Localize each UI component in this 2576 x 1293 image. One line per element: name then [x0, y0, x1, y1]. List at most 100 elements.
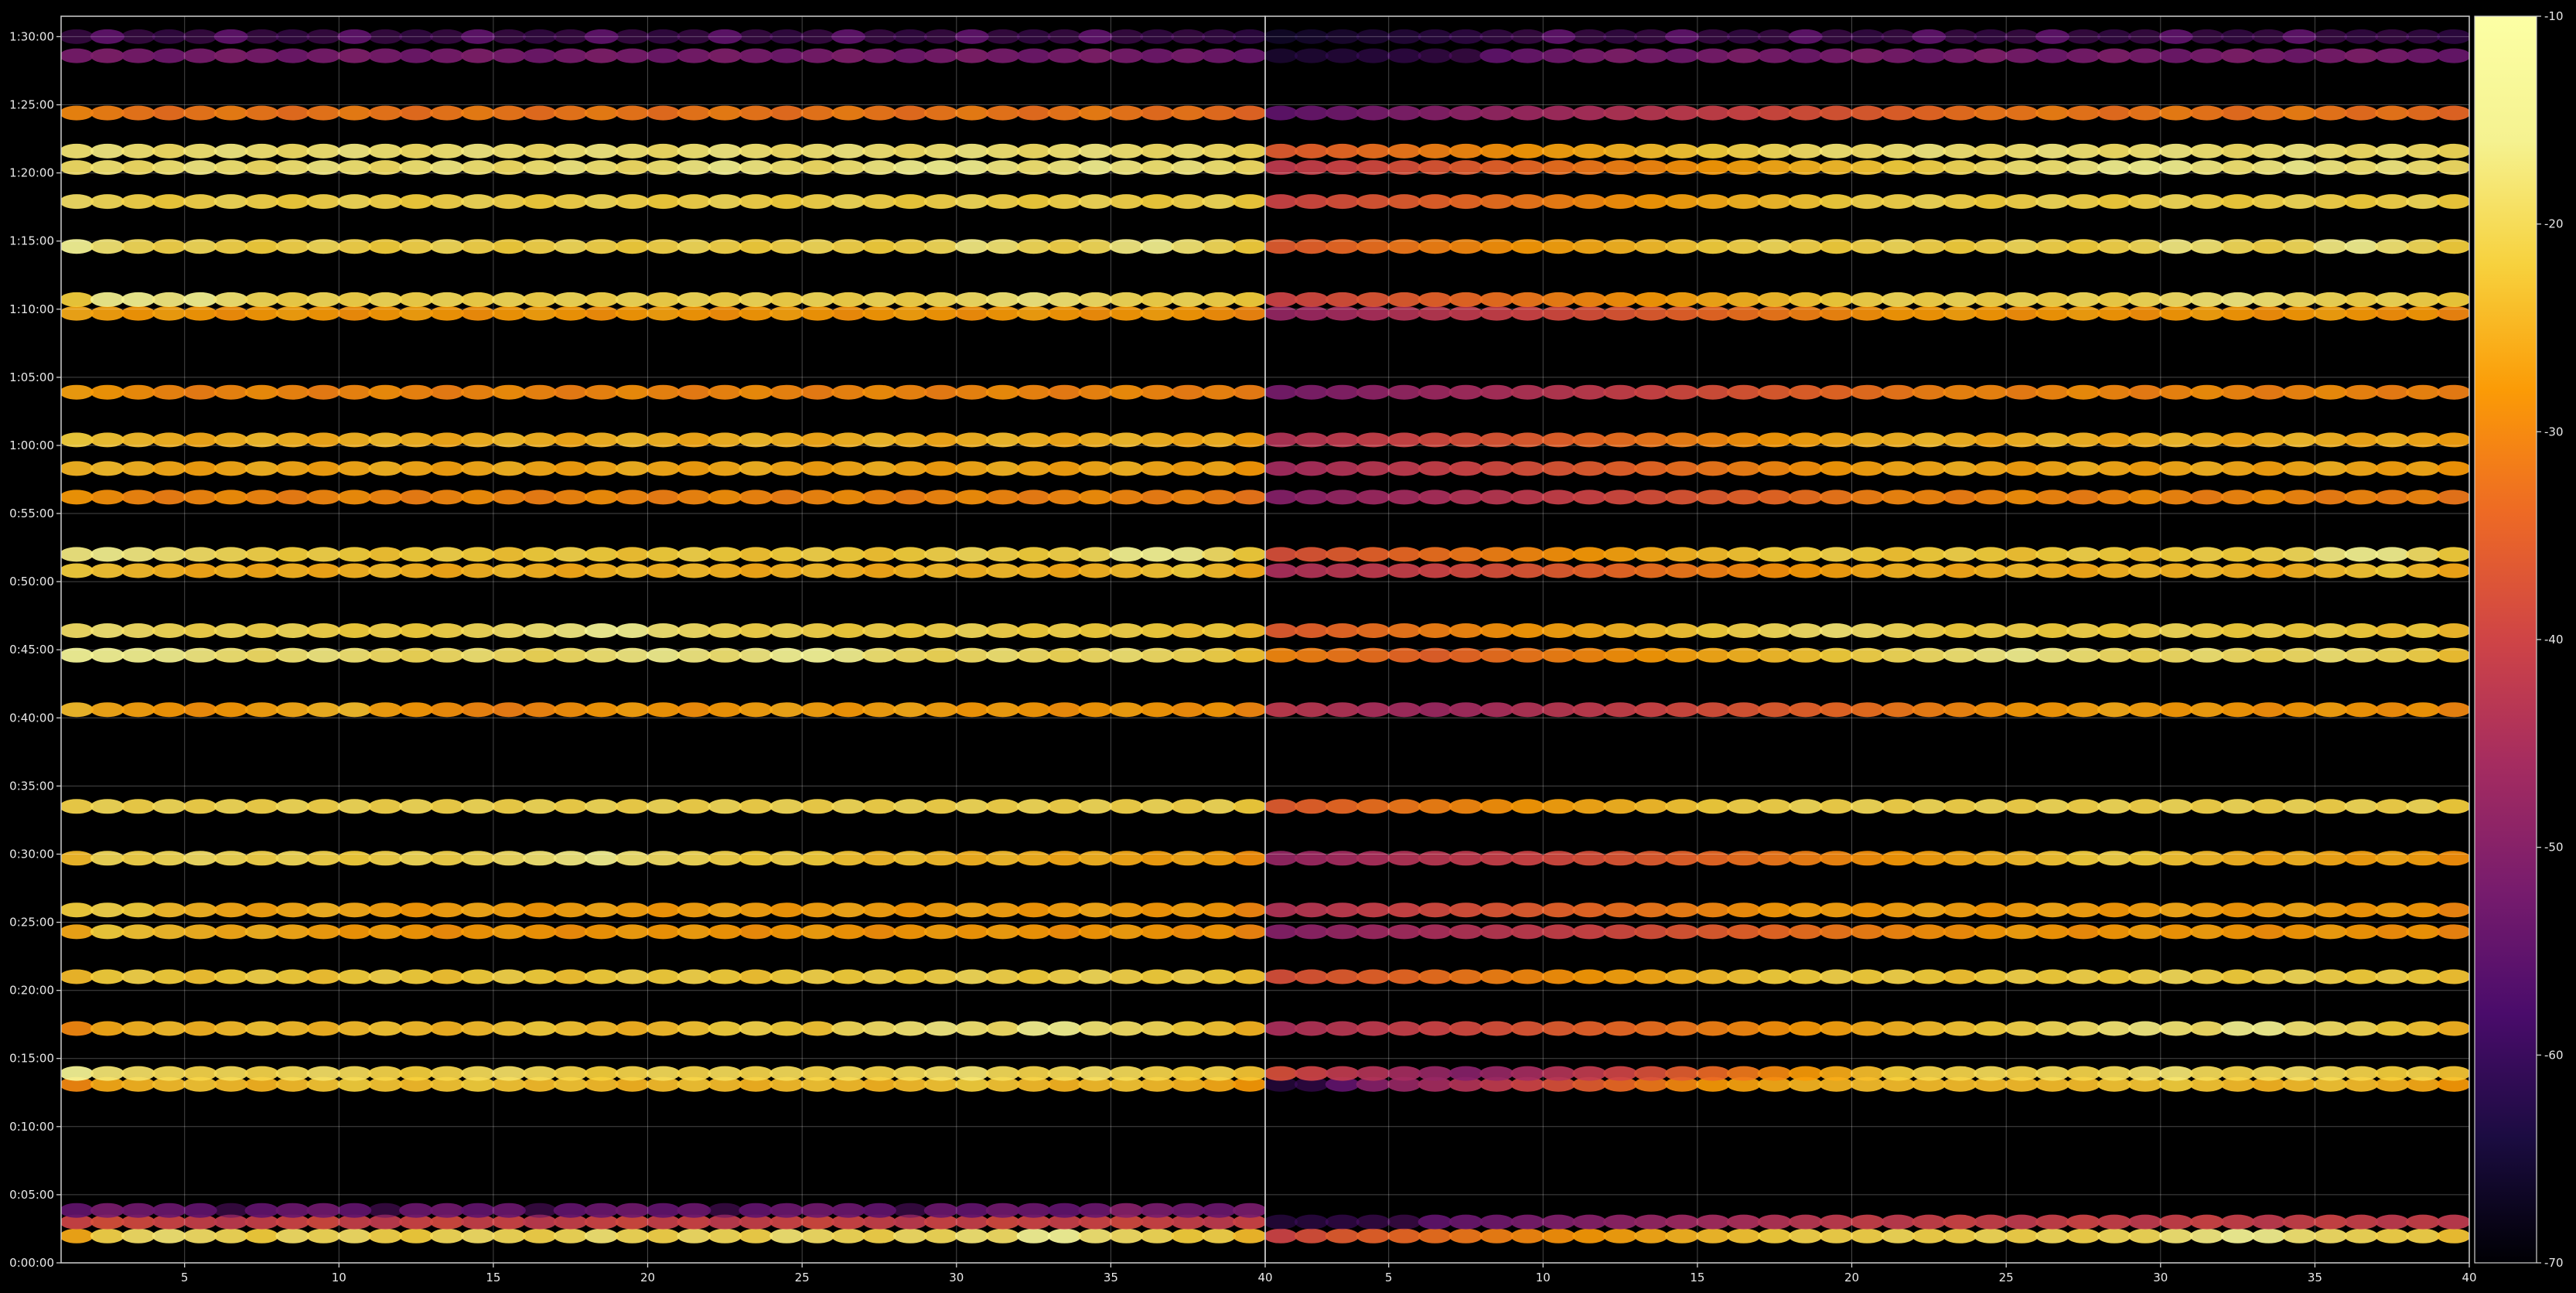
heat-mark	[1140, 1203, 1175, 1218]
heat-mark	[461, 239, 495, 254]
heat-mark	[1078, 1214, 1113, 1230]
heat-mark	[275, 490, 310, 505]
heat-mark	[1140, 902, 1175, 918]
heat-mark	[553, 1076, 588, 1092]
heat-mark	[90, 160, 125, 176]
heat-mark	[1850, 647, 1885, 663]
heat-mark	[892, 194, 927, 210]
heat-mark	[399, 292, 434, 307]
heat-mark	[677, 1076, 711, 1092]
heat-mark	[862, 194, 896, 210]
heat-mark	[1356, 563, 1390, 578]
heat-mark	[1757, 1076, 1792, 1092]
heat-mark	[2127, 305, 2162, 321]
heat-mark	[337, 799, 372, 814]
heat-mark	[1695, 1021, 1730, 1036]
heat-mark	[1974, 461, 2008, 476]
heat-mark	[522, 623, 557, 638]
heat-mark	[2035, 305, 2069, 321]
heat-mark	[2066, 1021, 2100, 1036]
heat-mark	[152, 48, 186, 63]
heat-mark	[1109, 292, 1144, 307]
heat-mark	[2097, 461, 2131, 476]
heat-mark	[1757, 194, 1792, 210]
heat-mark	[2437, 799, 2469, 814]
heat-mark	[708, 969, 742, 984]
heat-mark	[461, 490, 495, 505]
heat-mark	[399, 384, 434, 400]
heat-mark	[461, 1214, 495, 1230]
heat-mark	[2406, 623, 2441, 638]
heat-mark	[2005, 1214, 2039, 1230]
heat-mark	[306, 799, 341, 814]
heat-mark	[61, 48, 94, 63]
y-tick-label: 0:50:00	[9, 575, 54, 589]
heat-mark	[677, 105, 711, 121]
heat-mark	[275, 851, 310, 866]
heat-mark	[862, 490, 896, 505]
heat-mark	[1016, 563, 1051, 578]
heat-mark	[213, 105, 248, 121]
heat-mark	[399, 432, 434, 448]
heat-mark	[1881, 969, 1916, 984]
heat-mark	[1541, 384, 1576, 400]
x-tick-label: 30	[949, 1271, 964, 1284]
heat-mark	[2035, 1228, 2069, 1244]
heat-mark	[306, 902, 341, 918]
heat-mark	[1850, 969, 1885, 984]
heat-mark	[337, 1214, 372, 1230]
heat-mark	[1943, 194, 1977, 210]
heat-mark	[2097, 490, 2131, 505]
heat-mark	[368, 1228, 403, 1244]
heat-mark	[2437, 292, 2469, 307]
heat-mark	[708, 799, 742, 814]
heat-mark	[1109, 647, 1144, 663]
heat-mark	[2344, 305, 2379, 321]
heat-mark	[1943, 924, 1977, 940]
heat-mark	[1881, 1228, 1916, 1244]
heat-mark	[1572, 105, 1607, 121]
heat-mark	[1356, 547, 1390, 562]
heat-mark	[152, 1066, 186, 1081]
heat-mark	[1819, 143, 1854, 159]
heat-mark	[1325, 1021, 1360, 1036]
heat-mark	[2251, 702, 2286, 718]
heat-mark	[1634, 1228, 1668, 1244]
heat-mark	[1202, 924, 1237, 940]
heat-mark	[892, 623, 927, 638]
heat-mark	[831, 1214, 865, 1230]
heat-mark	[2313, 799, 2348, 814]
heat-mark	[368, 384, 403, 400]
heat-mark	[1850, 292, 1885, 307]
heat-mark	[1294, 1076, 1329, 1092]
heat-mark	[892, 1228, 927, 1244]
heat-mark	[1850, 239, 1885, 254]
heat-mark	[461, 547, 495, 562]
heat-mark	[1325, 490, 1360, 505]
heat-mark	[677, 547, 711, 562]
heat-mark	[2127, 851, 2162, 866]
heat-mark	[1171, 563, 1206, 578]
heat-mark	[985, 105, 1020, 121]
heat-mark	[1819, 461, 1854, 476]
heat-mark	[800, 461, 835, 476]
heat-mark	[2158, 647, 2193, 663]
heat-mark	[461, 143, 495, 159]
heat-mark	[1171, 194, 1206, 210]
heat-mark	[1479, 799, 1514, 814]
heat-mark	[553, 292, 588, 307]
heat-mark	[646, 143, 681, 159]
heat-mark	[769, 29, 804, 44]
heat-mark	[862, 143, 896, 159]
heat-mark	[1171, 461, 1206, 476]
heat-mark	[1233, 305, 1265, 321]
heat-mark	[2005, 239, 2039, 254]
heat-mark	[2189, 194, 2224, 210]
heat-mark	[1665, 1228, 1699, 1244]
heat-mark	[1757, 1214, 1792, 1230]
heat-mark	[2005, 702, 2039, 718]
heat-mark	[522, 1076, 557, 1092]
heat-mark	[1078, 647, 1113, 663]
heat-mark	[152, 292, 186, 307]
heat-mark	[553, 1228, 588, 1244]
